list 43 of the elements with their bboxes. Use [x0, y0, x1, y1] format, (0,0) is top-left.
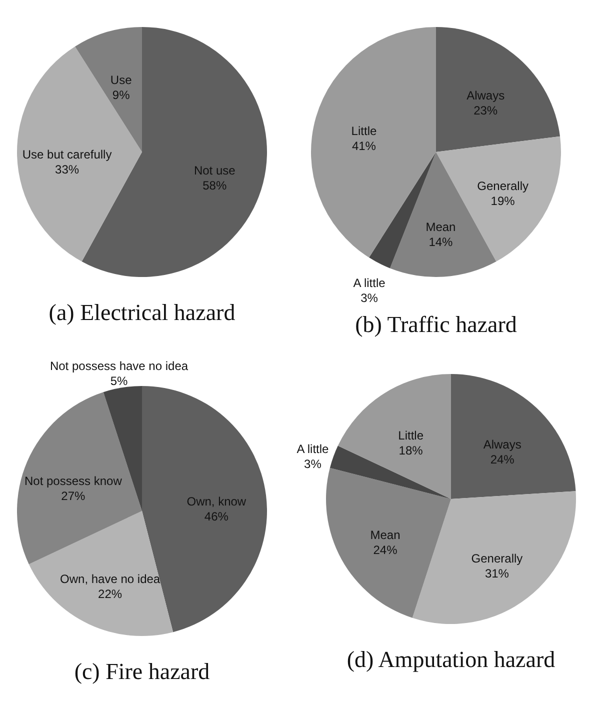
slice-label: Little	[398, 428, 424, 443]
pie-slice	[451, 374, 576, 499]
data-label: 3%	[304, 457, 322, 472]
slice-label: Generally	[477, 179, 529, 194]
text: (a) Electrical hazard	[48, 300, 236, 325]
slice-label: Always	[466, 88, 505, 103]
slice-label: Not possess know	[24, 474, 122, 488]
slice-label: Not possess have no idea	[50, 358, 188, 373]
data-label: 58%	[202, 178, 227, 193]
text: (c) Fire hazard	[74, 659, 210, 684]
text: (d) Amputation hazard	[346, 647, 556, 672]
slice-label: Always	[483, 437, 522, 452]
slice-label: A little	[296, 442, 330, 456]
data-label: 5%	[110, 374, 128, 388]
slice-label: Little	[351, 124, 377, 138]
data-label: 33%	[55, 162, 80, 176]
data-label: 24%	[373, 543, 398, 558]
slice-label: Use	[110, 72, 132, 87]
data-label: 46%	[204, 510, 229, 524]
slice-label: Mean	[370, 528, 400, 542]
data-label: 23%	[474, 104, 498, 118]
data-label: 27%	[61, 489, 86, 504]
data-label: 18%	[398, 444, 424, 458]
data-label: 24%	[490, 452, 515, 466]
slice-label: Not use	[194, 164, 236, 178]
slice-label: Use but carefully	[22, 147, 112, 162]
pie-slice	[326, 468, 451, 618]
data-label: 3%	[360, 290, 378, 305]
slice-label: Own, know	[186, 494, 246, 509]
data-label: 19%	[490, 194, 516, 208]
slice-label: Generally	[471, 551, 523, 566]
data-label: 14%	[428, 234, 454, 249]
slice-label: Own, have no idea	[60, 572, 160, 586]
pie-slice	[338, 374, 451, 499]
data-label: 41%	[352, 139, 376, 154]
pie-slice	[412, 491, 576, 624]
text: (b) Traffic hazard	[355, 312, 518, 337]
pie-slice	[330, 446, 451, 499]
slice-label: A little	[353, 276, 386, 290]
slice-label: Mean	[426, 220, 456, 234]
data-label: 9%	[112, 88, 130, 102]
data-label: 31%	[484, 566, 510, 580]
data-label: 22%	[98, 586, 122, 601]
